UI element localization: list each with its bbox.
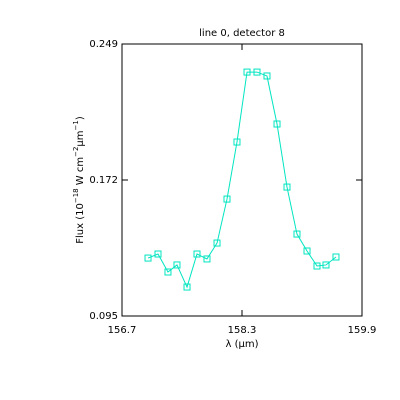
data-point bbox=[144, 254, 152, 262]
data-point bbox=[183, 283, 191, 291]
y-label-part: −1 bbox=[72, 120, 80, 130]
x-tick-label: 156.7 bbox=[108, 325, 137, 336]
data-point bbox=[213, 239, 221, 247]
data-point bbox=[303, 247, 311, 255]
y-label-part: −2 bbox=[72, 147, 80, 157]
x-tick-label: 158.3 bbox=[228, 325, 257, 336]
chart-title: line 0, detector 8 bbox=[199, 28, 285, 39]
data-point bbox=[283, 183, 291, 191]
y-label-part: Flux (10 bbox=[75, 203, 86, 244]
data-point bbox=[233, 138, 241, 146]
data-point bbox=[332, 253, 340, 261]
data-point bbox=[322, 261, 330, 269]
data-point bbox=[173, 261, 181, 269]
data-point bbox=[193, 250, 201, 258]
data-point bbox=[223, 195, 231, 203]
data-point bbox=[313, 262, 321, 270]
x-axis-label: λ (μm) bbox=[225, 339, 258, 350]
x-tick-label: 159.9 bbox=[348, 325, 377, 336]
y-axis-label: Flux (10−18 W cm−2μm−1) bbox=[72, 116, 86, 244]
data-point bbox=[253, 68, 261, 76]
data-point bbox=[263, 72, 271, 80]
data-point bbox=[203, 255, 211, 263]
y-label-part: μm bbox=[75, 130, 86, 146]
y-tick-label: 0.095 bbox=[89, 311, 118, 322]
data-point bbox=[243, 68, 251, 76]
y-tick-label: 0.172 bbox=[89, 175, 118, 186]
y-label-part: −18 bbox=[72, 188, 80, 203]
y-tick-label: 0.249 bbox=[89, 39, 118, 50]
data-point bbox=[293, 230, 301, 238]
data-point bbox=[273, 120, 281, 128]
y-label-part: ) bbox=[75, 116, 86, 120]
data-point bbox=[154, 250, 162, 258]
y-label-part: W cm bbox=[75, 157, 86, 188]
data-point bbox=[164, 268, 172, 276]
